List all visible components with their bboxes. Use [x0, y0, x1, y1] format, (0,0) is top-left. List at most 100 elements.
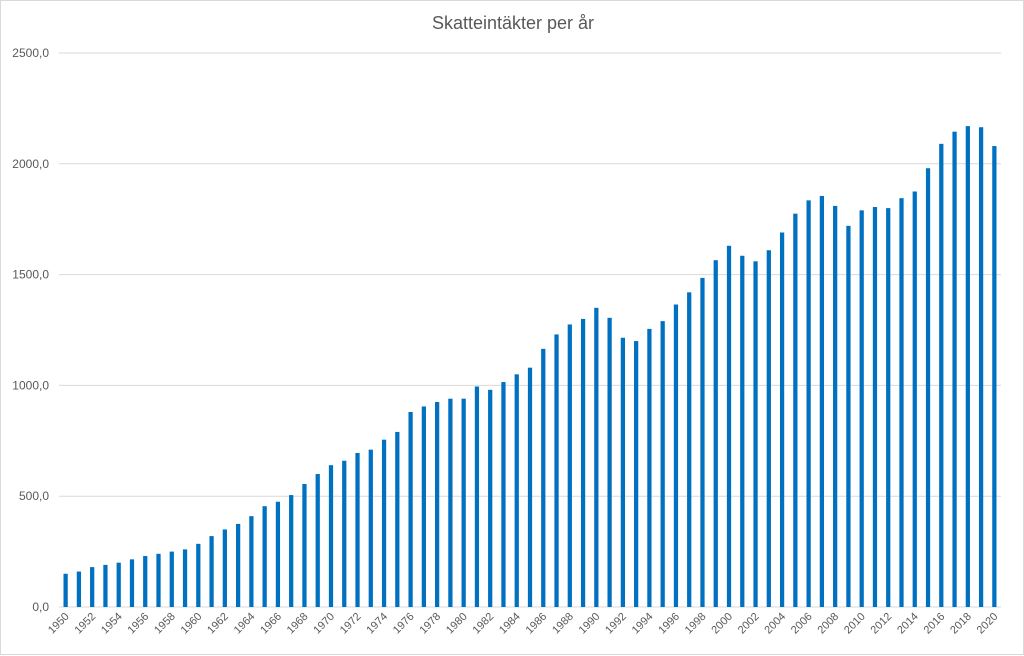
y-tick-label: 1500,0 — [12, 268, 49, 282]
x-tick-label: 1996 — [656, 611, 682, 637]
bar-1969 — [315, 474, 320, 607]
bar-2003 — [766, 250, 771, 607]
bar-1997 — [687, 292, 692, 607]
bar-1951 — [76, 571, 82, 607]
x-tick-label: 1964 — [232, 611, 258, 637]
bar-1964 — [249, 516, 254, 607]
bar-2019 — [978, 127, 984, 608]
bar-1960 — [196, 543, 201, 607]
bar-1981 — [474, 386, 480, 607]
y-tick-label: 500,0 — [19, 489, 49, 503]
bar-1956 — [143, 556, 148, 607]
bar-2000 — [726, 245, 732, 608]
x-tick-label: 1988 — [550, 611, 576, 637]
bar-1980 — [461, 398, 466, 607]
bars — [63, 126, 997, 608]
bar-2004 — [779, 232, 785, 607]
bar-2006 — [806, 200, 811, 607]
x-tick-label: 1992 — [603, 611, 629, 637]
bar-1993 — [634, 341, 639, 607]
bar-1966 — [275, 501, 281, 607]
bar-1996 — [673, 304, 679, 607]
bar-2005 — [793, 213, 798, 607]
x-tick-label: 1984 — [497, 611, 523, 637]
bar-1967 — [289, 495, 294, 607]
bar-2015 — [925, 168, 931, 607]
bar-1977 — [421, 406, 426, 607]
bar-2018 — [965, 126, 970, 608]
x-tick-label: 1952 — [72, 611, 98, 637]
bar-1986 — [541, 348, 546, 607]
x-tick-label: 2018 — [948, 611, 974, 637]
x-tick-label: 1960 — [179, 611, 205, 637]
bar-1998 — [700, 277, 705, 607]
x-tick-label: 2012 — [869, 611, 895, 637]
x-tick-label: 1970 — [311, 611, 337, 637]
y-tick-label: 0,0 — [32, 600, 49, 614]
bar-1985 — [527, 367, 533, 607]
x-axis-labels: 1950 1952 1954 1956 1958 1960 1962 1964 1966 1968… — [46, 611, 1001, 637]
x-tick-label: 1966 — [258, 611, 284, 637]
bar-2011 — [872, 207, 878, 607]
bar-1982 — [488, 389, 493, 607]
y-tick-label: 2000,0 — [12, 157, 49, 171]
bar-1978 — [435, 402, 440, 607]
bar-2007 — [819, 195, 825, 607]
x-tick-label: 1994 — [630, 611, 656, 637]
bar-1994 — [647, 328, 652, 607]
y-tick-label: 2500,0 — [12, 46, 49, 60]
x-tick-label: 2006 — [789, 611, 815, 637]
x-tick-label: 1968 — [285, 611, 311, 637]
x-tick-label: 1972 — [338, 611, 364, 637]
x-tick-label: 2000 — [709, 611, 735, 637]
bar-1955 — [129, 559, 135, 607]
bar-2017 — [952, 131, 957, 607]
bar-1987 — [554, 334, 559, 607]
bar-1959 — [182, 549, 188, 607]
bar-1971 — [342, 460, 347, 607]
x-tick-label: 2010 — [842, 611, 868, 637]
bar-1970 — [328, 465, 334, 607]
x-tick-label: 1974 — [364, 611, 390, 637]
chart-title: Skatteintäkter per år — [432, 13, 594, 33]
bar-2020 — [992, 146, 997, 607]
bar-1952 — [90, 567, 95, 607]
bar-2001 — [740, 255, 745, 607]
bar-1972 — [355, 452, 360, 607]
bar-2012 — [886, 208, 891, 607]
x-tick-label: 1954 — [99, 611, 125, 637]
y-axis-labels: 0,0 500,0 1000,0 1500,0 2000,0 2500,0 — [12, 46, 49, 614]
bar-1973 — [368, 449, 373, 607]
x-tick-label: 1978 — [417, 611, 443, 637]
bar-1950 — [63, 573, 68, 607]
bar-1999 — [713, 260, 718, 607]
x-tick-label: 2020 — [975, 611, 1001, 637]
bar-1975 — [395, 431, 400, 607]
bar-2016 — [939, 143, 944, 607]
bar-1995 — [660, 321, 665, 607]
bar-2013 — [899, 198, 904, 607]
x-tick-label: 1956 — [126, 611, 152, 637]
x-tick-label: 1976 — [391, 611, 417, 637]
bar-1976 — [408, 411, 413, 607]
bar-2014 — [912, 191, 917, 607]
bar-1984 — [514, 374, 519, 607]
bar-2002 — [753, 261, 758, 607]
x-tick-label: 1998 — [683, 611, 709, 637]
x-tick-label: 1962 — [205, 611, 231, 637]
x-tick-label: 2014 — [895, 611, 921, 637]
x-tick-label: 1990 — [577, 611, 603, 637]
bar-2010 — [859, 210, 864, 607]
x-tick-label: 1986 — [524, 611, 550, 637]
x-tick-label: 2008 — [815, 611, 841, 637]
bar-2008 — [833, 205, 838, 608]
bar-2009 — [846, 225, 851, 607]
bar-1991 — [607, 317, 612, 607]
bar-1988 — [567, 324, 572, 607]
x-tick-label: 1980 — [444, 611, 470, 637]
x-tick-label: 1958 — [152, 611, 178, 637]
bar-1968 — [302, 484, 307, 607]
x-tick-label: 1982 — [471, 611, 497, 637]
